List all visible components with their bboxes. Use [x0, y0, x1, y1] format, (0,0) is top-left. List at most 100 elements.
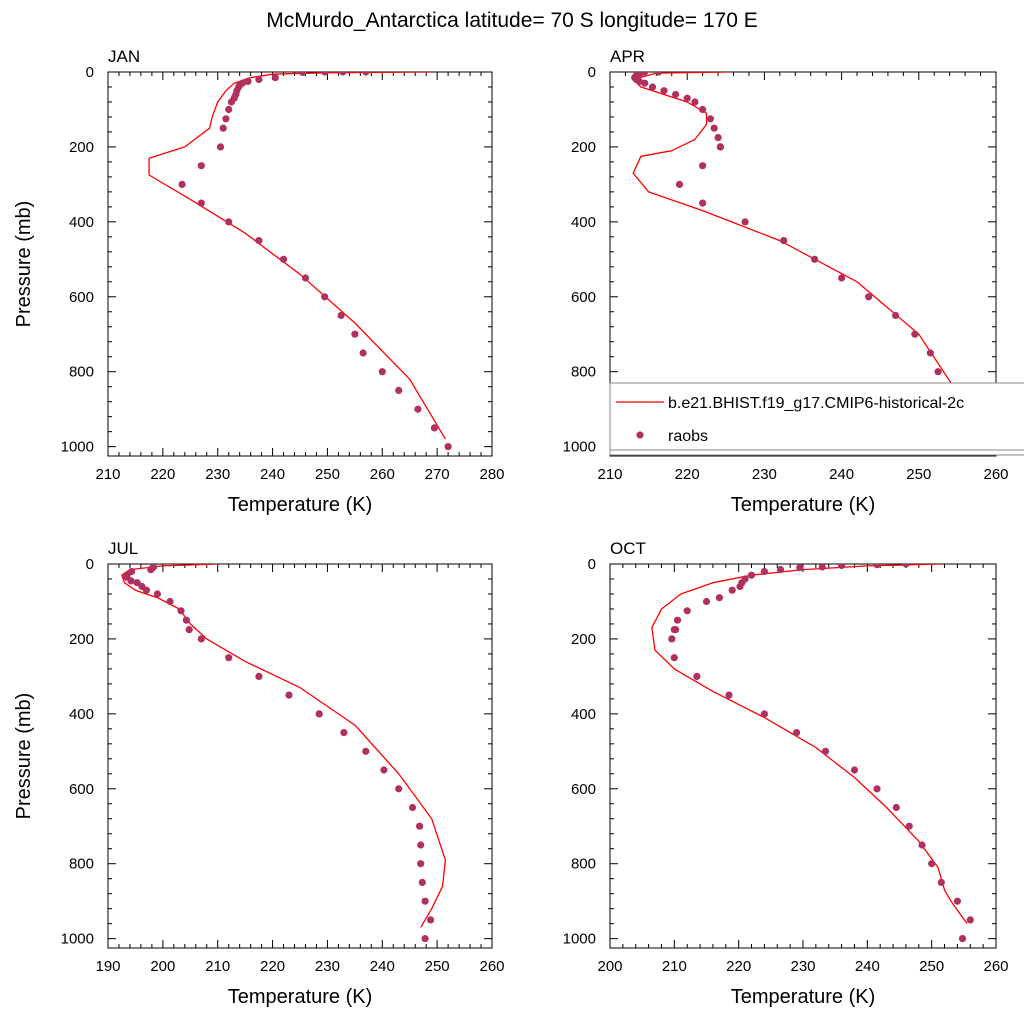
x-tick-label: 240 [370, 958, 395, 975]
raobs-point [741, 218, 749, 226]
x-tick-label: 210 [597, 466, 622, 483]
plot-frame [107, 71, 493, 457]
model-line [121, 564, 447, 928]
raobs-point [796, 564, 804, 572]
raobs-point [725, 691, 733, 699]
raobs-point [417, 841, 425, 849]
panel-title: OCT [610, 539, 646, 558]
raobs-point [182, 616, 190, 624]
y-tick-label: 600 [69, 781, 94, 798]
y-tick-label: 800 [69, 364, 94, 381]
raobs-point [197, 162, 205, 170]
raobs-point [966, 916, 974, 924]
y-tick-label: 800 [571, 856, 596, 873]
legend-obs-label: raobs [668, 428, 708, 445]
raobs-point [670, 626, 678, 634]
y-tick-label: 800 [571, 364, 596, 381]
raobs-point [153, 590, 161, 598]
model-line [651, 564, 968, 924]
legend-model-label: b.e21.BHIST.f19_g17.CMIP6-historical-2c [668, 395, 964, 412]
raobs-point [918, 841, 926, 849]
raobs-point [660, 87, 668, 95]
y-tick-label: 200 [69, 631, 94, 648]
raobs-point [315, 710, 323, 718]
y-tick-label: 0 [86, 64, 94, 81]
raobs-point [427, 916, 435, 924]
raobs-point [953, 897, 962, 905]
y-tick-label: 1000 [563, 931, 596, 948]
raobs-point [408, 803, 417, 812]
y-tick-label: 400 [571, 214, 596, 231]
raobs-point [362, 72, 370, 76]
raobs-point [838, 564, 846, 570]
raobs-point [747, 571, 756, 579]
legend: b.e21.BHIST.f19_g17.CMIP6-historical-2cr… [609, 382, 1024, 456]
y-tick-label: 600 [571, 289, 596, 306]
raobs-point [177, 607, 185, 615]
plot-frame [609, 563, 997, 949]
x-tick-label: 220 [260, 958, 285, 975]
y-tick-label: 1000 [563, 439, 596, 456]
raobs-point [673, 616, 682, 624]
raobs-point [421, 935, 429, 943]
raobs-point [699, 105, 707, 114]
raobs-point [818, 564, 826, 571]
x-tick-label: 230 [315, 958, 340, 975]
raobs-point [197, 199, 205, 207]
raobs-point [225, 654, 233, 662]
raobs-point [873, 785, 881, 793]
raobs-point [255, 237, 263, 245]
x-tick-label: 210 [662, 958, 687, 975]
raobs-point [670, 654, 678, 662]
raobs-point [417, 860, 425, 868]
raobs-point [672, 90, 680, 99]
raobs-point [873, 564, 881, 569]
raobs-point [926, 349, 935, 357]
raobs-point [715, 594, 724, 602]
raobs-point [285, 691, 293, 699]
raobs-point [892, 311, 900, 320]
x-axis-label: Temperature (K) [731, 494, 876, 516]
y-tick-label: 1000 [61, 439, 94, 456]
raobs-point [351, 330, 359, 338]
raobs-point [716, 143, 725, 151]
x-tick-label: 220 [150, 466, 175, 483]
raobs-point [710, 124, 718, 132]
raobs-point [699, 162, 707, 170]
plot-frame [107, 563, 493, 949]
panel-jul: JUL 190 200 210 220 230 240 250 260 0 200 400 600 800… [13, 539, 505, 1008]
x-tick-label: 220 [726, 958, 751, 975]
x-axis-label: Temperature (K) [731, 986, 876, 1008]
x-axis-label: Temperature (K) [228, 494, 373, 516]
y-tick-label: 200 [571, 631, 596, 648]
raobs-point [321, 293, 329, 301]
raobs-point [641, 79, 649, 87]
raobs-point [905, 822, 913, 830]
raobs-point [655, 72, 663, 76]
x-tick-label: 240 [855, 958, 880, 975]
raobs-point [821, 747, 830, 755]
y-tick-label: 800 [69, 856, 94, 873]
panel-title: APR [610, 47, 645, 66]
raobs-point [299, 72, 307, 76]
raobs-point [838, 274, 846, 282]
panel-title: JUL [108, 539, 138, 558]
panels: JAN 210 220 230 240 250 260 270 280 0 200 400 600 800… [13, 47, 1024, 1008]
y-tick-label: 0 [86, 556, 94, 573]
raobs-point [359, 349, 367, 357]
x-tick-label: 230 [752, 466, 777, 483]
raobs-point [197, 635, 205, 643]
data-area [651, 564, 974, 943]
x-tick-label: 210 [205, 958, 230, 975]
panel-oct: OCT 200 210 220 230 240 250 260 0 200 400 600 800 100… [563, 539, 1009, 1008]
raobs-point [699, 199, 707, 207]
x-tick-label: 240 [829, 466, 854, 483]
raobs-point [378, 368, 386, 376]
raobs-point [142, 586, 150, 594]
x-tick-label: 260 [479, 958, 504, 975]
x-tick-label: 190 [95, 958, 120, 975]
y-tick-label: 600 [571, 781, 596, 798]
raobs-point [937, 878, 945, 887]
panel-apr: APR 210 220 230 240 250 260 0 200 400 600 800 1000 Te… [563, 47, 1009, 516]
